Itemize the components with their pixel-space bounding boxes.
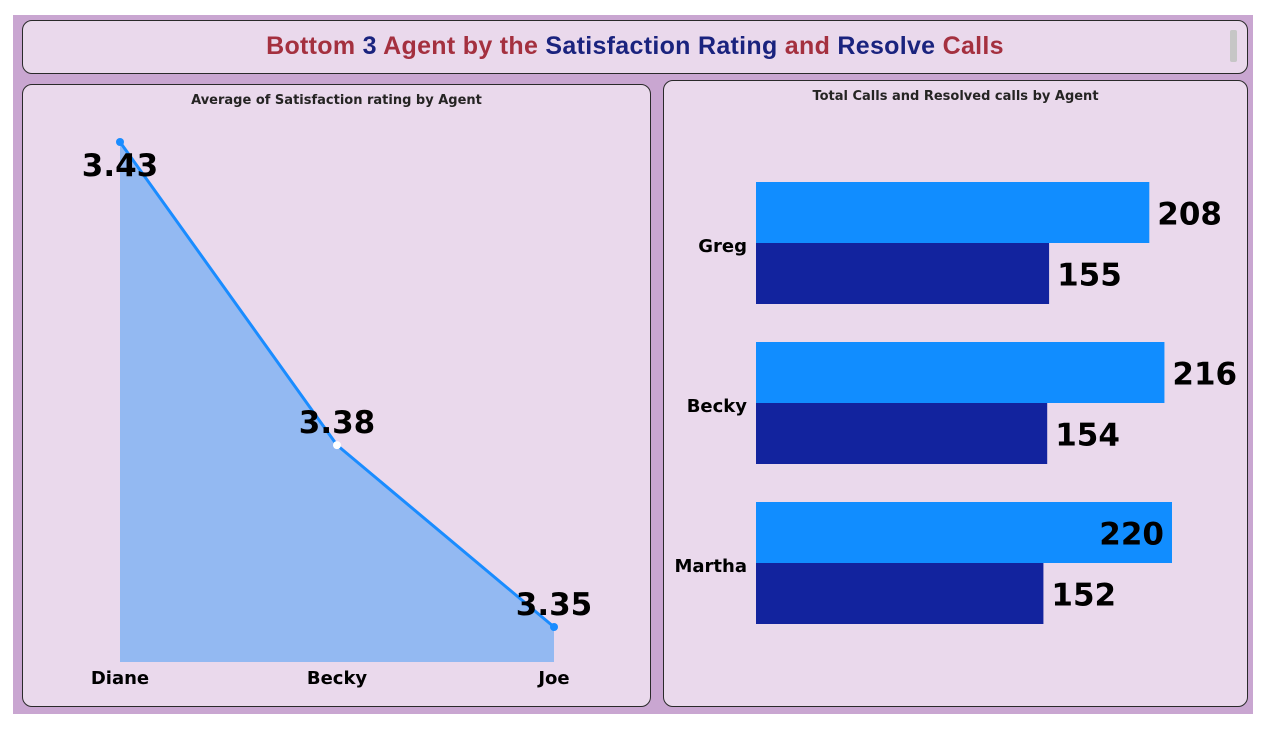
title-part: and	[784, 32, 838, 60]
scroll-handle[interactable]	[1230, 30, 1237, 62]
bar-value-label: 220	[1099, 517, 1164, 553]
data-label: 3.43	[82, 148, 159, 184]
report-title: Bottom 3 Agent by the Satisfaction Ratin…	[23, 32, 1247, 61]
data-point	[116, 138, 124, 146]
satisfaction-chart-panel: Average of Satisfaction rating by Agent …	[22, 84, 651, 707]
calls-chart-title: Total Calls and Resolved calls by Agent	[812, 89, 1099, 104]
total-calls-bar	[756, 182, 1150, 243]
x-tick-label: Joe	[536, 668, 569, 689]
x-tick-label: Becky	[307, 668, 368, 689]
total-calls-bar	[756, 502, 1172, 563]
bar-value-label: 154	[1055, 418, 1120, 454]
bar-value-label: 216	[1172, 357, 1237, 393]
y-tick-label: Greg	[698, 236, 747, 257]
y-tick-label: Becky	[687, 396, 748, 417]
bar-value-label: 152	[1051, 578, 1116, 614]
calls-chart-panel: Total Calls and Resolved calls by Agent …	[663, 80, 1248, 707]
bar-value-label: 208	[1157, 197, 1222, 233]
title-part: Agent by the	[383, 32, 546, 60]
resolved-calls-bar	[756, 403, 1048, 464]
total-calls-bar	[756, 342, 1165, 403]
data-point	[333, 441, 341, 450]
title-part: Satisfaction Rating	[545, 32, 785, 60]
y-tick-label: Martha	[674, 556, 747, 577]
title-part: Bottom	[266, 32, 363, 60]
title-part: Calls	[942, 32, 1004, 60]
area-fill	[120, 142, 554, 662]
satisfaction-area-chart: 3.43 Diane 3.38 Becky 3.35 Joe	[82, 138, 593, 689]
x-tick-label: Diane	[91, 668, 149, 689]
data-label: 3.38	[299, 405, 376, 441]
title-part: Resolve	[837, 32, 943, 60]
resolved-calls-bar	[756, 243, 1050, 304]
satisfaction-chart-title: Average of Satisfaction rating by Agent	[191, 93, 482, 108]
calls-bar-chart: Greg 208 155 Becky 216 154 Martha 220 152	[674, 182, 1237, 624]
title-banner: Bottom 3 Agent by the Satisfaction Ratin…	[22, 20, 1248, 74]
data-point	[550, 623, 558, 631]
title-part: 3	[362, 32, 384, 60]
resolved-calls-bar	[756, 563, 1044, 624]
data-label: 3.35	[516, 587, 593, 623]
bar-value-label: 155	[1057, 258, 1122, 294]
